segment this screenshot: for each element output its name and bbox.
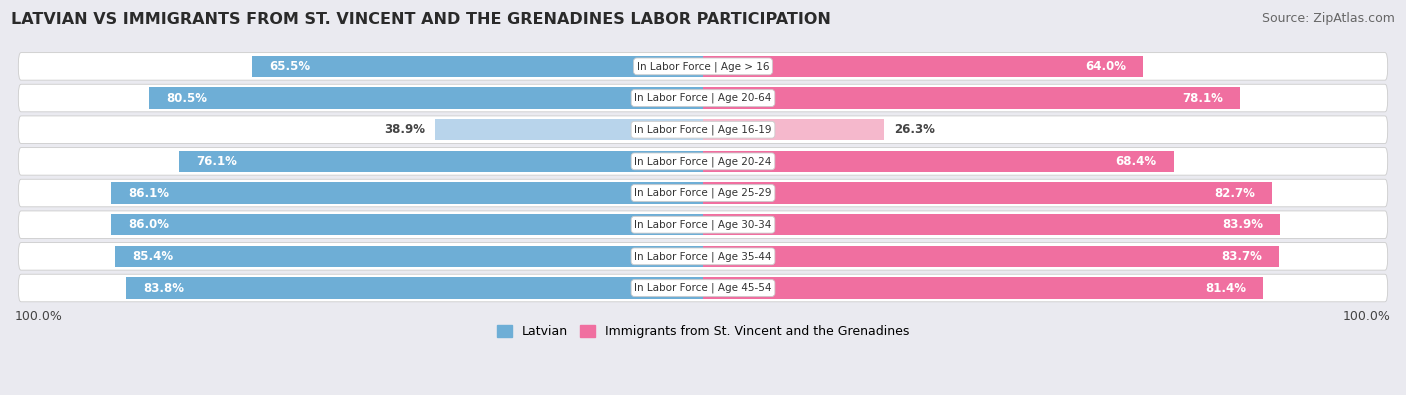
Legend: Latvian, Immigrants from St. Vincent and the Grenadines: Latvian, Immigrants from St. Vincent and…: [492, 320, 914, 343]
Text: In Labor Force | Age 25-29: In Labor Force | Age 25-29: [634, 188, 772, 198]
Bar: [127, 277, 703, 299]
Text: 86.0%: 86.0%: [128, 218, 170, 231]
Text: 100.0%: 100.0%: [15, 310, 63, 323]
Text: 100.0%: 100.0%: [1343, 310, 1391, 323]
Bar: [703, 87, 1240, 109]
Bar: [111, 182, 703, 204]
Text: 78.1%: 78.1%: [1182, 92, 1223, 105]
Bar: [703, 150, 1174, 172]
Text: 38.9%: 38.9%: [384, 123, 425, 136]
Bar: [111, 214, 703, 235]
Text: Source: ZipAtlas.com: Source: ZipAtlas.com: [1261, 12, 1395, 25]
Text: In Labor Force | Age 20-24: In Labor Force | Age 20-24: [634, 156, 772, 167]
Bar: [703, 182, 1272, 204]
Text: 83.8%: 83.8%: [143, 282, 184, 295]
Bar: [252, 56, 703, 77]
Bar: [703, 56, 1143, 77]
Bar: [703, 246, 1279, 267]
Text: In Labor Force | Age 45-54: In Labor Force | Age 45-54: [634, 283, 772, 293]
Text: LATVIAN VS IMMIGRANTS FROM ST. VINCENT AND THE GRENADINES LABOR PARTICIPATION: LATVIAN VS IMMIGRANTS FROM ST. VINCENT A…: [11, 12, 831, 27]
Bar: [436, 119, 703, 141]
FancyBboxPatch shape: [18, 274, 1388, 302]
Text: In Labor Force | Age > 16: In Labor Force | Age > 16: [637, 61, 769, 71]
Text: In Labor Force | Age 30-34: In Labor Force | Age 30-34: [634, 220, 772, 230]
FancyBboxPatch shape: [18, 116, 1388, 143]
Text: In Labor Force | Age 16-19: In Labor Force | Age 16-19: [634, 124, 772, 135]
Bar: [703, 277, 1263, 299]
FancyBboxPatch shape: [18, 84, 1388, 112]
Bar: [703, 214, 1281, 235]
Text: 26.3%: 26.3%: [894, 123, 935, 136]
Bar: [115, 246, 703, 267]
Bar: [703, 119, 884, 141]
Text: 64.0%: 64.0%: [1085, 60, 1126, 73]
Text: 80.5%: 80.5%: [166, 92, 207, 105]
Text: 68.4%: 68.4%: [1115, 155, 1156, 168]
Bar: [149, 87, 703, 109]
FancyBboxPatch shape: [18, 211, 1388, 239]
Text: In Labor Force | Age 20-64: In Labor Force | Age 20-64: [634, 93, 772, 103]
Text: 76.1%: 76.1%: [197, 155, 238, 168]
Text: 83.7%: 83.7%: [1220, 250, 1261, 263]
Text: 83.9%: 83.9%: [1222, 218, 1263, 231]
Text: 81.4%: 81.4%: [1205, 282, 1246, 295]
Text: 82.7%: 82.7%: [1213, 186, 1254, 199]
FancyBboxPatch shape: [18, 179, 1388, 207]
Text: In Labor Force | Age 35-44: In Labor Force | Age 35-44: [634, 251, 772, 261]
FancyBboxPatch shape: [18, 53, 1388, 80]
Text: 85.4%: 85.4%: [132, 250, 174, 263]
Bar: [180, 150, 703, 172]
FancyBboxPatch shape: [18, 148, 1388, 175]
Text: 86.1%: 86.1%: [128, 186, 169, 199]
FancyBboxPatch shape: [18, 243, 1388, 270]
Text: 65.5%: 65.5%: [270, 60, 311, 73]
